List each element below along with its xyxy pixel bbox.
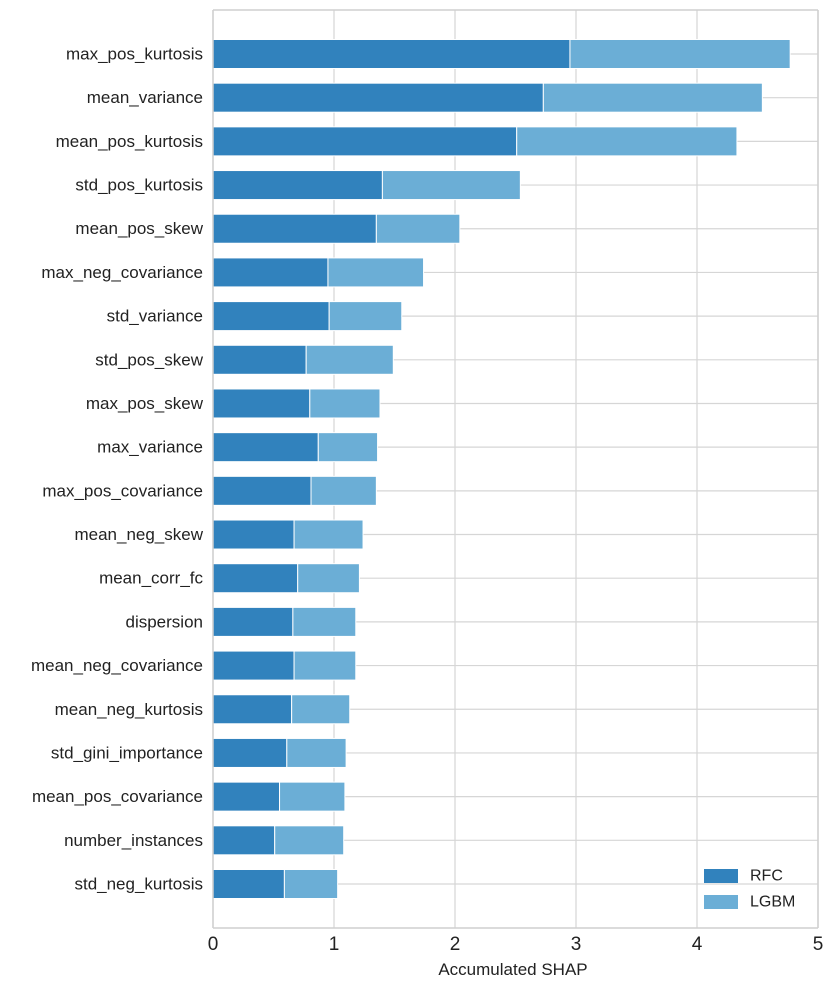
bar-lgbm-dispersion: [292, 606, 357, 637]
x-tick-label: 0: [208, 934, 219, 955]
bar-lgbm-mean-variance: [542, 82, 763, 113]
y-tick-label: max_variance: [97, 438, 203, 457]
x-tick-label: 1: [329, 934, 340, 955]
bar-rfc-mean-neg-kurtosis: [212, 694, 293, 725]
bar-lgbm-mean-corr-fc: [297, 563, 360, 594]
y-tick-label: mean_pos_kurtosis: [56, 132, 203, 151]
bar-rfc-mean-pos-kurtosis: [212, 126, 518, 157]
legend: RFC LGBM: [704, 868, 795, 911]
bar-lgbm-std-neg-kurtosis: [283, 869, 339, 899]
y-tick-label: number_instances: [64, 831, 203, 850]
y-tick-label: mean_pos_covariance: [32, 787, 203, 806]
y-axis-labels: max_pos_kurtosis mean_variance mean_pos_ku…: [31, 45, 204, 894]
bar-rfc-std-pos-skew: [212, 344, 307, 375]
bar-rfc-std-pos-kurtosis: [212, 170, 383, 201]
bar-rfc-mean-pos-skew: [212, 213, 377, 244]
bar-rfc-std-variance: [212, 301, 330, 332]
bar-rfc-mean-pos-covariance: [212, 781, 281, 812]
bar-lgbm-mean-pos-covariance: [279, 781, 346, 812]
x-tick-label: 2: [450, 934, 461, 955]
x-tick-label: 4: [692, 934, 703, 955]
bar-lgbm-std-gini-importance: [286, 737, 347, 768]
bar-lgbm-max-pos-kurtosis: [569, 39, 791, 69]
bar-rfc-std-gini-importance: [212, 737, 288, 768]
x-tick-label: 5: [813, 934, 824, 955]
bar-lgbm-mean-neg-kurtosis: [291, 694, 351, 725]
y-tick-label: std_gini_importance: [51, 743, 203, 762]
legend-swatch-rfc: [704, 869, 738, 883]
bar-rfc-mean-neg-covariance: [212, 650, 295, 681]
x-axis-ticks: 0 1 2 3 4 5: [208, 934, 824, 955]
bar-rfc-max-variance: [212, 432, 319, 463]
bar-lgbm-std-variance: [328, 301, 403, 332]
legend-swatch-lgbm: [704, 895, 738, 909]
bar-rfc-max-pos-skew: [212, 388, 311, 419]
y-tick-label: max_pos_kurtosis: [66, 45, 203, 64]
bar-lgbm-max-pos-skew: [309, 388, 381, 419]
legend-label-rfc: RFC: [750, 868, 783, 885]
y-tick-label: max_pos_skew: [86, 394, 204, 413]
y-tick-label: mean_neg_kurtosis: [55, 700, 203, 719]
bar-lgbm-std-pos-kurtosis: [381, 170, 521, 201]
y-tick-label: std_pos_kurtosis: [75, 176, 203, 195]
bar-rfc-std-neg-kurtosis: [212, 869, 285, 899]
bar-rfc-mean-variance: [212, 82, 544, 113]
y-tick-label: dispersion: [126, 612, 204, 631]
bar-rfc-mean-neg-skew: [212, 519, 295, 550]
y-tick-label: max_neg_covariance: [41, 263, 203, 282]
y-tick-label: std_pos_skew: [95, 350, 203, 369]
x-axis-label: Accumulated SHAP: [438, 960, 587, 979]
bar-rfc-dispersion: [212, 606, 294, 637]
plot-frame: [212, 9, 819, 929]
y-tick-label: max_pos_covariance: [42, 481, 203, 500]
bar-lgbm-mean-neg-covariance: [293, 650, 357, 681]
bar-lgbm-mean-neg-skew: [293, 519, 364, 550]
bar-lgbm-max-variance: [317, 432, 379, 463]
bar-lgbm-number-instances: [274, 825, 345, 856]
bar-lgbm-mean-pos-skew: [375, 213, 461, 244]
x-tick-label: 3: [571, 934, 582, 955]
y-tick-label: mean_variance: [87, 88, 203, 107]
bar-lgbm-mean-pos-kurtosis: [516, 126, 738, 157]
bar-rfc-max-pos-kurtosis: [212, 39, 571, 69]
bar-rfc-number-instances: [212, 825, 276, 856]
y-tick-label: mean_pos_skew: [75, 219, 203, 238]
bar-lgbm-std-pos-skew: [305, 344, 394, 375]
y-tick-label: std_neg_kurtosis: [74, 875, 203, 894]
bar-lgbm-max-neg-covariance: [327, 257, 425, 288]
bar-rfc-max-neg-covariance: [212, 257, 329, 288]
bar-lgbm-max-pos-covariance: [310, 475, 377, 506]
y-tick-label: mean_corr_fc: [99, 569, 203, 588]
y-tick-label: mean_neg_covariance: [31, 656, 203, 675]
bar-rfc-mean-corr-fc: [212, 563, 299, 594]
bar-rfc-max-pos-covariance: [212, 475, 312, 506]
legend-label-lgbm: LGBM: [750, 894, 795, 911]
bars: [212, 39, 791, 899]
y-tick-label: mean_neg_skew: [74, 525, 203, 544]
y-tick-label: std_variance: [107, 307, 203, 326]
